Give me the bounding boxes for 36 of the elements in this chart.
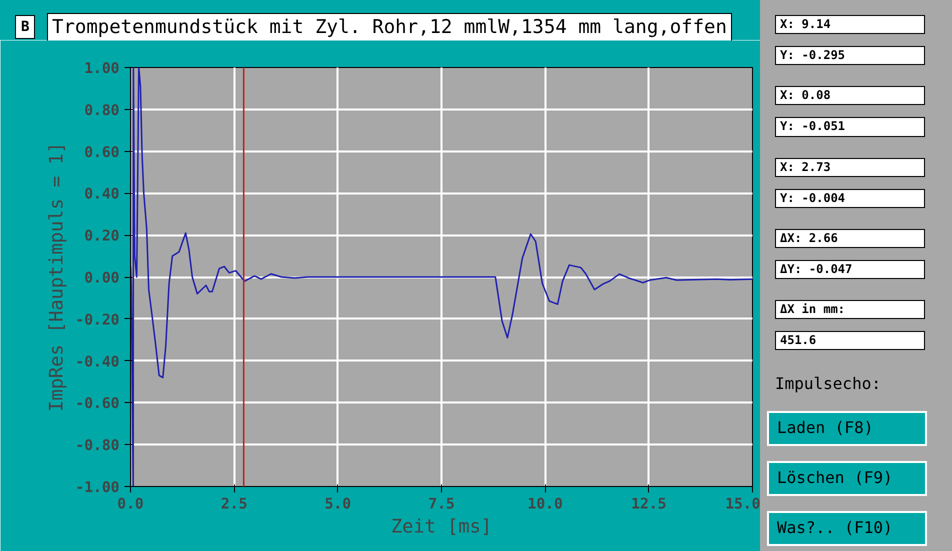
text: Y: -0.004 [775,188,925,208]
y-axis-title: ImpRes [Hauptimpuls = 1] [46,142,68,412]
text: B [15,15,36,39]
y-tick-label: 0.00 [84,270,120,286]
x-tick-label: 2.5 [220,496,248,512]
text: Löschen (F9) [767,461,927,496]
y-tick-label: -0.40 [75,353,120,370]
text: ΔX: 2.66 [775,228,925,248]
text: Was?.. (F10) [767,510,927,546]
text: X: 2.73 [775,158,925,177]
y-tick-label: 0.20 [84,228,120,245]
text: X: 9.14 [775,15,925,34]
x-tick-label: 5.0 [324,496,352,512]
x-tick-label: 10.0 [528,496,563,512]
y-tick-label: -0.20 [75,311,120,328]
y-tick-label: 0.40 [84,186,120,203]
x-tick-label: 7.5 [428,496,455,512]
y-tick-label: 0.60 [84,144,120,161]
text: Y: -0.295 [775,46,925,66]
y-tick-label: -0.80 [75,437,120,454]
x-tick-label: 0.0 [117,496,144,512]
text: Impulsecho: [775,373,881,396]
x-axis-title: Zeit [ms] [390,516,492,538]
text: ΔY: -0.047 [775,260,925,280]
y-tick-label: 0.80 [84,102,120,119]
y-tick-label: -1.00 [75,479,120,496]
y-tick-label: -0.60 [75,395,120,412]
chart-title: Trompetenmundstück mit Zyl. Rohr,12 mmlW,1354 mm lang,offen [47,13,732,42]
x-tick-label: 12.5 [631,496,666,512]
text: ΔX in mm: [775,300,925,320]
text: 451.6 [775,331,925,350]
text: X: 0.08 [775,86,925,106]
x-tick-label: 15.0 [725,496,760,512]
text: Laden (F8) [767,411,927,446]
y-tick-label: 1.00 [84,60,120,77]
text: Y: -0.051 [775,117,925,137]
